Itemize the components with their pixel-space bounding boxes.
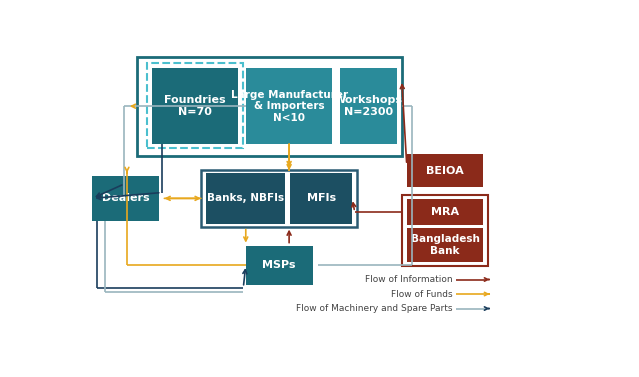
Text: Foundries
N=70: Foundries N=70 [164, 95, 226, 117]
FancyBboxPatch shape [407, 228, 484, 262]
Text: Flow of Machinery and Spare Parts: Flow of Machinery and Spare Parts [296, 304, 453, 313]
Text: Flow of Information: Flow of Information [365, 275, 453, 284]
FancyBboxPatch shape [340, 69, 397, 144]
Text: BEIOA: BEIOA [426, 166, 464, 176]
Text: Banks, NBFIs: Banks, NBFIs [207, 193, 284, 203]
FancyBboxPatch shape [246, 69, 332, 144]
Text: Dealers: Dealers [102, 193, 150, 203]
Text: Large Manufacturer
& Importers
N<10: Large Manufacturer & Importers N<10 [231, 90, 348, 123]
Text: Flow of Funds: Flow of Funds [391, 290, 453, 299]
FancyBboxPatch shape [206, 173, 286, 224]
FancyBboxPatch shape [290, 173, 352, 224]
FancyBboxPatch shape [92, 176, 159, 221]
FancyBboxPatch shape [246, 245, 312, 285]
Text: Workshops
N=2300: Workshops N=2300 [334, 95, 403, 117]
Text: MSPs: MSPs [263, 260, 296, 270]
FancyBboxPatch shape [151, 69, 238, 144]
Text: MRA: MRA [431, 207, 459, 217]
FancyBboxPatch shape [407, 154, 484, 187]
Text: Bangladesh
Bank: Bangladesh Bank [411, 234, 479, 256]
Text: MFIs: MFIs [307, 193, 336, 203]
FancyBboxPatch shape [407, 199, 484, 225]
